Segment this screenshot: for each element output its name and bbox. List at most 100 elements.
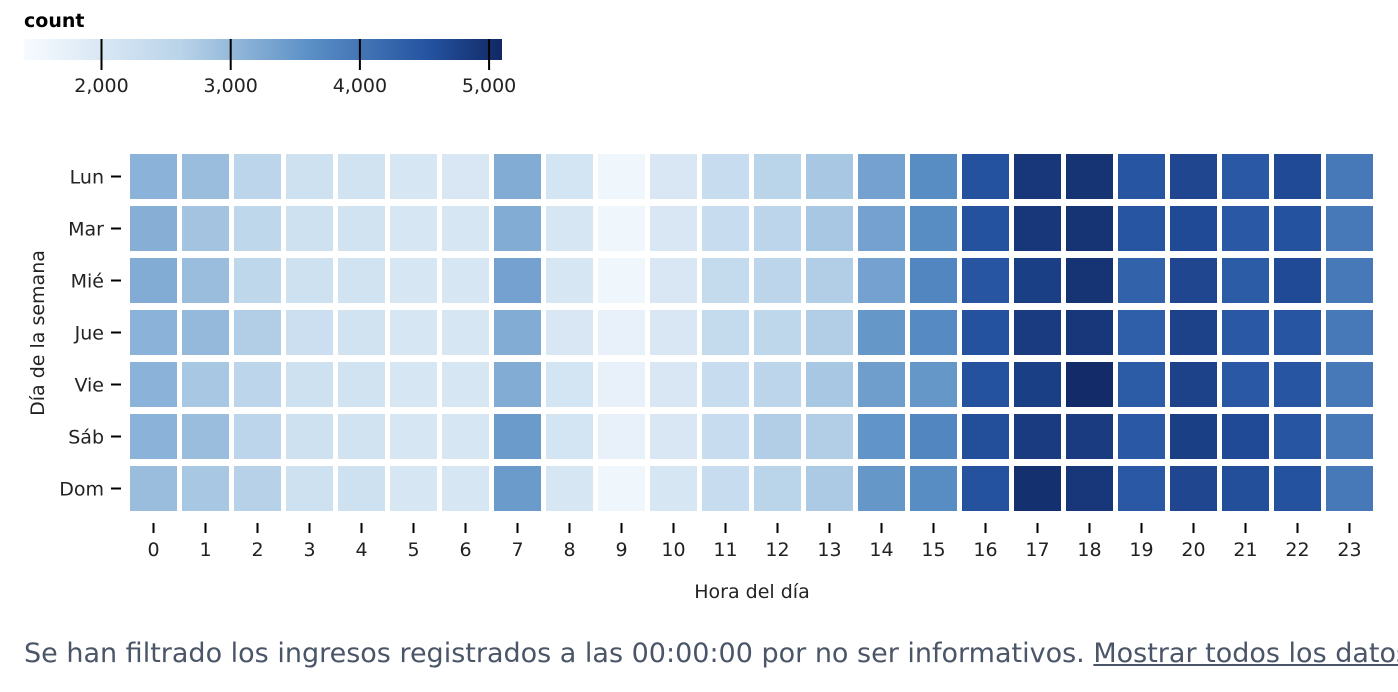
heatmap-cell (754, 466, 801, 511)
heatmap-cell (962, 154, 1009, 199)
heatmap-cell (806, 258, 853, 303)
heatmap-cell (130, 206, 177, 251)
heatmap-cell (338, 362, 385, 407)
heatmap-cell (962, 466, 1009, 511)
heatmap-cell (1066, 154, 1113, 199)
heatmap-cell (650, 466, 697, 511)
heatmap-cell (650, 154, 697, 199)
heatmap-cell (1014, 154, 1061, 199)
y-axis-label: Día de la semana (27, 250, 49, 416)
heatmap-cell (1014, 310, 1061, 355)
heatmap-cell (806, 414, 853, 459)
heatmap-cell (1274, 206, 1321, 251)
legend-tick-label: 3,000 (203, 75, 257, 97)
x-tick-label: 21 (1233, 539, 1257, 561)
heatmap-cell (1170, 206, 1217, 251)
heatmap-cell (1326, 310, 1373, 355)
heatmap-cell (910, 414, 957, 459)
heatmap-cell (702, 154, 749, 199)
heatmap-cell (1014, 206, 1061, 251)
y-tick-label: Mié (71, 271, 104, 293)
heatmap-cell (130, 310, 177, 355)
heatmap-cell (702, 466, 749, 511)
heatmap-cell (286, 414, 333, 459)
heatmap-cell (286, 206, 333, 251)
y-tick-label: Lun (70, 167, 104, 189)
x-tick-label: 19 (1129, 539, 1153, 561)
heatmap-cell (1222, 362, 1269, 407)
heatmap-cell (1170, 258, 1217, 303)
heatmap-cell (806, 154, 853, 199)
heatmap-cell (910, 310, 957, 355)
legend-title: count (24, 10, 84, 32)
heatmap-cell (546, 414, 593, 459)
heatmap-cell (1014, 414, 1061, 459)
heatmap-cell (130, 414, 177, 459)
x-tick-label: 23 (1337, 539, 1361, 561)
heatmap-cell (806, 310, 853, 355)
heatmap-cell (1222, 258, 1269, 303)
heatmap-cell (390, 362, 437, 407)
heatmap-cell (390, 310, 437, 355)
x-tick-label: 17 (1025, 539, 1049, 561)
heatmap-cell (1170, 154, 1217, 199)
heatmap-cell (1274, 310, 1321, 355)
show-all-data-link[interactable]: Mostrar todos los datos (1093, 638, 1398, 669)
x-tick-label: 8 (563, 539, 575, 561)
heatmap-cell (910, 362, 957, 407)
heatmap-cell (546, 362, 593, 407)
heatmap-cell (1066, 310, 1113, 355)
heatmap-cell (702, 258, 749, 303)
heatmap-cell (442, 466, 489, 511)
heatmap-cell (130, 258, 177, 303)
heatmap-cell (494, 154, 541, 199)
heatmap-cell (1118, 310, 1165, 355)
heatmap-cell (1118, 258, 1165, 303)
heatmap-cell (598, 154, 645, 199)
heatmap-cell (754, 206, 801, 251)
heatmap-cell (442, 414, 489, 459)
heatmap-chart: count 2,000 3,000 4,000 5,000 Lun Mar Mié Jue V… (24, 10, 1373, 603)
color-legend: count 2,000 3,000 4,000 5,000 (24, 10, 516, 97)
heatmap-cell (702, 362, 749, 407)
heatmap-cell (962, 362, 1009, 407)
heatmap-cell (1118, 154, 1165, 199)
heatmap-cell (962, 206, 1009, 251)
heatmap-cell (910, 154, 957, 199)
x-tick-label: 2 (251, 539, 263, 561)
heatmap-cell (1066, 206, 1113, 251)
heatmap-cell (182, 414, 229, 459)
heatmap-cell (1326, 466, 1373, 511)
heatmap-cell (1222, 206, 1269, 251)
x-tick-label: 16 (973, 539, 997, 561)
x-tick-label: 1 (199, 539, 211, 561)
heatmap-cell (182, 310, 229, 355)
heatmap-cell (1326, 414, 1373, 459)
heatmap-cell (546, 258, 593, 303)
heatmap-cell (494, 362, 541, 407)
heatmap-cell (858, 154, 905, 199)
heatmap-cell (1274, 414, 1321, 459)
heatmap-cell (286, 310, 333, 355)
x-tick-label: 0 (147, 539, 159, 561)
heatmap-cell (286, 258, 333, 303)
heatmap-cell (910, 258, 957, 303)
heatmap-cells (130, 154, 1373, 511)
heatmap-cell (1014, 466, 1061, 511)
heatmap-cell (1118, 206, 1165, 251)
heatmap-cell (650, 414, 697, 459)
heatmap-cell (962, 258, 1009, 303)
heatmap-cell (494, 206, 541, 251)
heatmap-cell (754, 414, 801, 459)
heatmap-cell (858, 310, 905, 355)
heatmap-cell (338, 414, 385, 459)
x-tick-label: 6 (459, 539, 471, 561)
heatmap-cell (702, 310, 749, 355)
heatmap-cell (130, 466, 177, 511)
heatmap-cell (650, 362, 697, 407)
heatmap-cell (130, 154, 177, 199)
heatmap-cell (702, 206, 749, 251)
legend-tick-label: 5,000 (462, 75, 516, 97)
heatmap-cell (1274, 258, 1321, 303)
x-tick-label: 13 (817, 539, 841, 561)
